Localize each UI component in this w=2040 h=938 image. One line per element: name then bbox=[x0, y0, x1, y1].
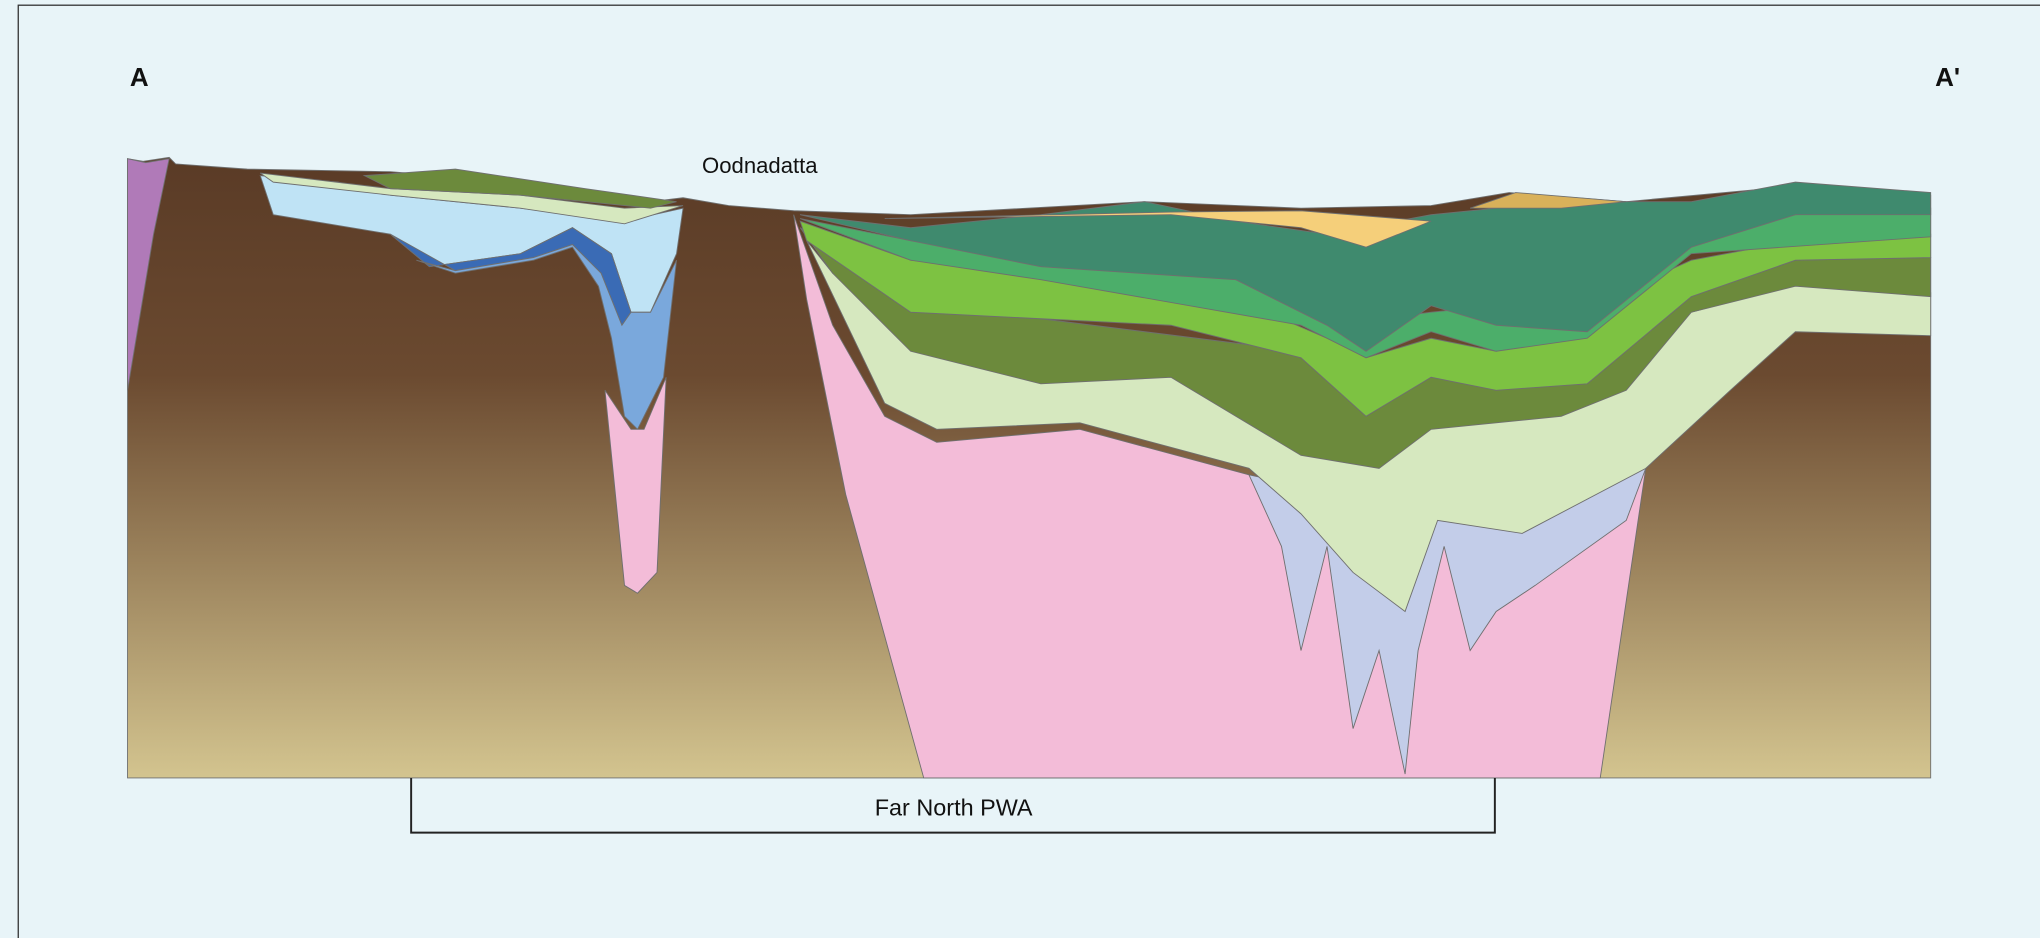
cross-section-figure: A A' Oodnadatta Far North PWA bbox=[0, 0, 2040, 938]
cross-section bbox=[128, 157, 1931, 778]
section-end-label: A' bbox=[1935, 62, 1960, 92]
section-start-label: A bbox=[130, 62, 149, 92]
town-label: Oodnadatta bbox=[702, 153, 818, 178]
region-label: Far North PWA bbox=[875, 795, 1033, 821]
